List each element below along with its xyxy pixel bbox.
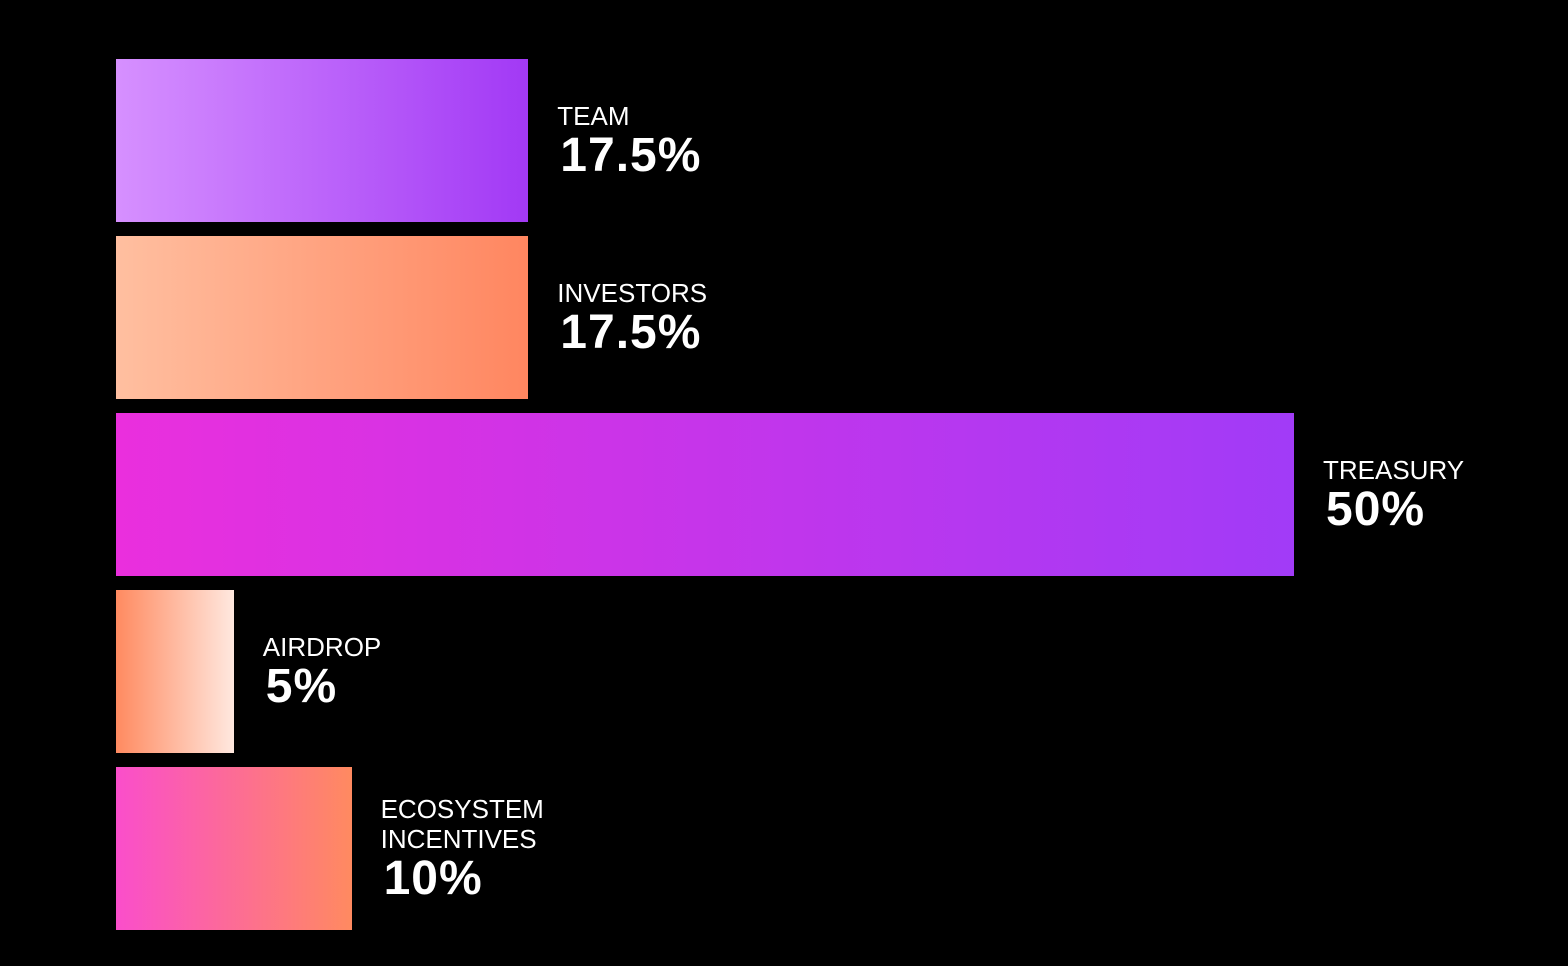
category-label: ECOSYSTEM INCENTIVES <box>380 793 544 854</box>
value-label: 50% <box>1326 482 1426 536</box>
bar <box>116 413 1294 576</box>
bar <box>116 767 352 930</box>
bar-label: TREASURY 50% <box>1323 413 1464 576</box>
value-label: 17.5% <box>560 128 702 182</box>
bar-label: INVESTORS 17.5% <box>557 236 707 399</box>
bar <box>116 236 529 399</box>
bar-label: ECOSYSTEM INCENTIVES 10% <box>381 767 581 930</box>
value-label: 17.5% <box>560 305 702 359</box>
bar-label: TEAM 17.5% <box>557 59 701 222</box>
category-label: AIRDROP <box>262 631 382 662</box>
bar-label: AIRDROP 5% <box>263 590 381 753</box>
category-label: TEAM <box>557 100 630 131</box>
value-label: 5% <box>265 659 338 713</box>
bar <box>116 590 234 753</box>
value-label: 10% <box>383 851 483 905</box>
bar <box>116 59 529 222</box>
category-label: INVESTORS <box>557 277 708 308</box>
category-label: TREASURY <box>1323 454 1465 485</box>
